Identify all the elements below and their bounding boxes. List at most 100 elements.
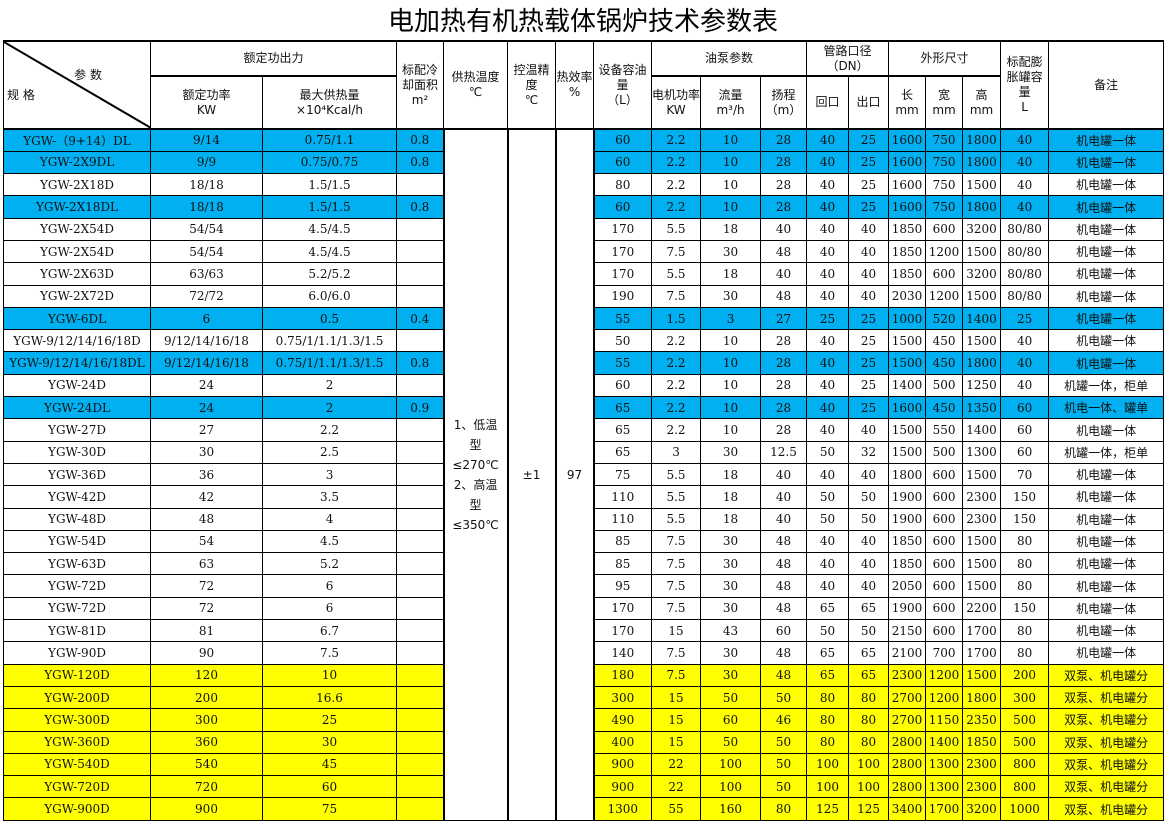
cell-oil-capacity: 110 <box>592 507 653 531</box>
cell-cooling-area <box>396 507 445 531</box>
cell-return: 125 <box>806 797 850 821</box>
cell-head: 50 <box>760 730 808 754</box>
cell-motor-power: 15 <box>651 619 702 643</box>
cell-tank: 40 <box>1000 173 1050 197</box>
table-row: YGW-2X54D 54/54 4.5/4.5 170 5.5 18 40 40 40 1850 6… <box>3 217 1165 241</box>
cell-max-heat: 25 <box>261 708 398 732</box>
cell-motor-power: 15 <box>651 708 702 732</box>
cell-length: 1600 <box>888 195 927 219</box>
cell-height: 1800 <box>962 150 1002 175</box>
cell-model: YGW-24D <box>3 373 151 398</box>
cell-rated-power: 72 <box>150 596 263 621</box>
cell-rated-power: 90 <box>150 641 263 665</box>
cell-flow: 10 <box>700 173 762 197</box>
cell-model: YGW-36D <box>3 462 151 487</box>
cell-outlet: 40 <box>848 552 890 576</box>
cell-tank: 80/80 <box>1000 284 1050 308</box>
header-params: 参 数 <box>74 68 102 82</box>
cell-length: 1600 <box>888 173 927 197</box>
cell-tank: 25 <box>1000 306 1050 331</box>
cell-model: YGW-540D <box>3 752 151 777</box>
cell-tank: 800 <box>1000 752 1050 777</box>
cell-tank: 80 <box>1000 552 1050 576</box>
cell-note: 机电罐一体 <box>1048 306 1165 331</box>
cell-width: 450 <box>925 351 964 375</box>
cell-tank: 60 <box>1000 396 1050 420</box>
cell-rated-power: 54/54 <box>150 239 263 264</box>
cell-oil-capacity: 190 <box>592 284 653 308</box>
cell-oil-capacity: 75 <box>592 462 653 487</box>
cell-motor-power: 15 <box>651 730 702 754</box>
cell-max-heat: 1.5/1.5 <box>261 173 398 197</box>
cell-return: 40 <box>806 529 850 554</box>
cell-return: 40 <box>806 396 850 420</box>
cell-length: 2150 <box>888 619 927 643</box>
cell-oil-capacity: 170 <box>592 619 653 643</box>
cell-model: YGW-2X18DL <box>3 195 151 219</box>
cell-oil-capacity: 55 <box>592 351 653 375</box>
cell-cooling-area <box>396 797 445 821</box>
table-row: YGW-（9+14）DL 9/14 0.75/1.1 0.8 1、低温型≤270℃ 2、… <box>3 128 1165 821</box>
cell-note: 机电罐一体 <box>1048 173 1165 197</box>
cell-outlet: 25 <box>848 306 890 331</box>
cell-outlet: 50 <box>848 619 890 643</box>
cell-motor-power: 2.2 <box>651 418 702 442</box>
cell-head: 48 <box>760 529 808 554</box>
cell-return: 80 <box>806 708 850 732</box>
cell-width: 750 <box>925 173 964 197</box>
cell-flow: 30 <box>700 440 762 464</box>
cell-max-heat: 1.5/1.5 <box>261 195 398 219</box>
cell-model: YGW-9/12/14/16/18D <box>3 329 151 353</box>
page-title: 电加热有机热载体锅炉技术参数表 <box>387 7 778 37</box>
cell-note: 机电罐一体 <box>1048 150 1165 175</box>
cell-rated-power: 48 <box>150 507 263 531</box>
cell-head: 50 <box>760 775 808 799</box>
cell-rated-power: 9/14 <box>150 128 263 152</box>
cell-head: 28 <box>760 195 808 219</box>
header-rated-output: 额定功出力 <box>149 40 398 77</box>
cell-height: 2300 <box>962 485 1002 509</box>
cell-rated-power: 42 <box>150 485 263 509</box>
cell-length: 2800 <box>888 775 927 799</box>
header-return: 回口 <box>806 75 850 130</box>
cell-outlet: 25 <box>848 195 890 219</box>
header-tank: 标配膨胀罐容量 L <box>1000 40 1050 130</box>
cell-tank: 150 <box>1000 596 1050 621</box>
cell-cooling-area <box>396 418 445 442</box>
cell-cooling-area <box>396 529 445 554</box>
cell-cooling-area <box>396 329 445 353</box>
cell-length: 1850 <box>888 529 927 554</box>
cell-model: YGW-720D <box>3 775 151 799</box>
cell-height: 1700 <box>962 641 1002 665</box>
cell-note: 机电一体、罐单 <box>1048 396 1165 420</box>
cell-height: 1350 <box>962 396 1002 420</box>
cell-height: 3200 <box>962 262 1002 286</box>
cell-head: 48 <box>760 641 808 665</box>
cell-motor-power: 7.5 <box>651 596 702 621</box>
cell-outlet: 65 <box>848 596 890 621</box>
cell-rated-power: 300 <box>150 708 263 732</box>
cell-tank: 1000 <box>1000 797 1050 821</box>
cell-tank: 40 <box>1000 329 1050 353</box>
cell-tank: 80/80 <box>1000 239 1050 264</box>
cell-return: 50 <box>806 485 850 509</box>
cell-outlet: 25 <box>848 173 890 197</box>
cell-flow: 30 <box>700 663 762 687</box>
cell-max-heat: 0.75/1/1.1/1.3/1.5 <box>261 329 398 353</box>
cell-length: 1900 <box>888 507 927 531</box>
cell-rated-power: 54 <box>150 529 263 554</box>
cell-motor-power: 5.5 <box>651 217 702 241</box>
cell-width: 450 <box>925 329 964 353</box>
cell-head: 48 <box>760 663 808 687</box>
cell-motor-power: 2.2 <box>651 396 702 420</box>
cell-return: 100 <box>806 775 850 799</box>
cell-return: 40 <box>806 128 850 152</box>
cell-motor-power: 2.2 <box>651 351 702 375</box>
cell-rated-power: 81 <box>150 619 263 643</box>
cell-return: 65 <box>806 596 850 621</box>
cell-head: 48 <box>760 284 808 308</box>
cell-max-heat: 30 <box>261 730 398 754</box>
cell-width: 1200 <box>925 663 964 687</box>
cell-length: 1850 <box>888 552 927 576</box>
cell-tank: 60 <box>1000 440 1050 464</box>
